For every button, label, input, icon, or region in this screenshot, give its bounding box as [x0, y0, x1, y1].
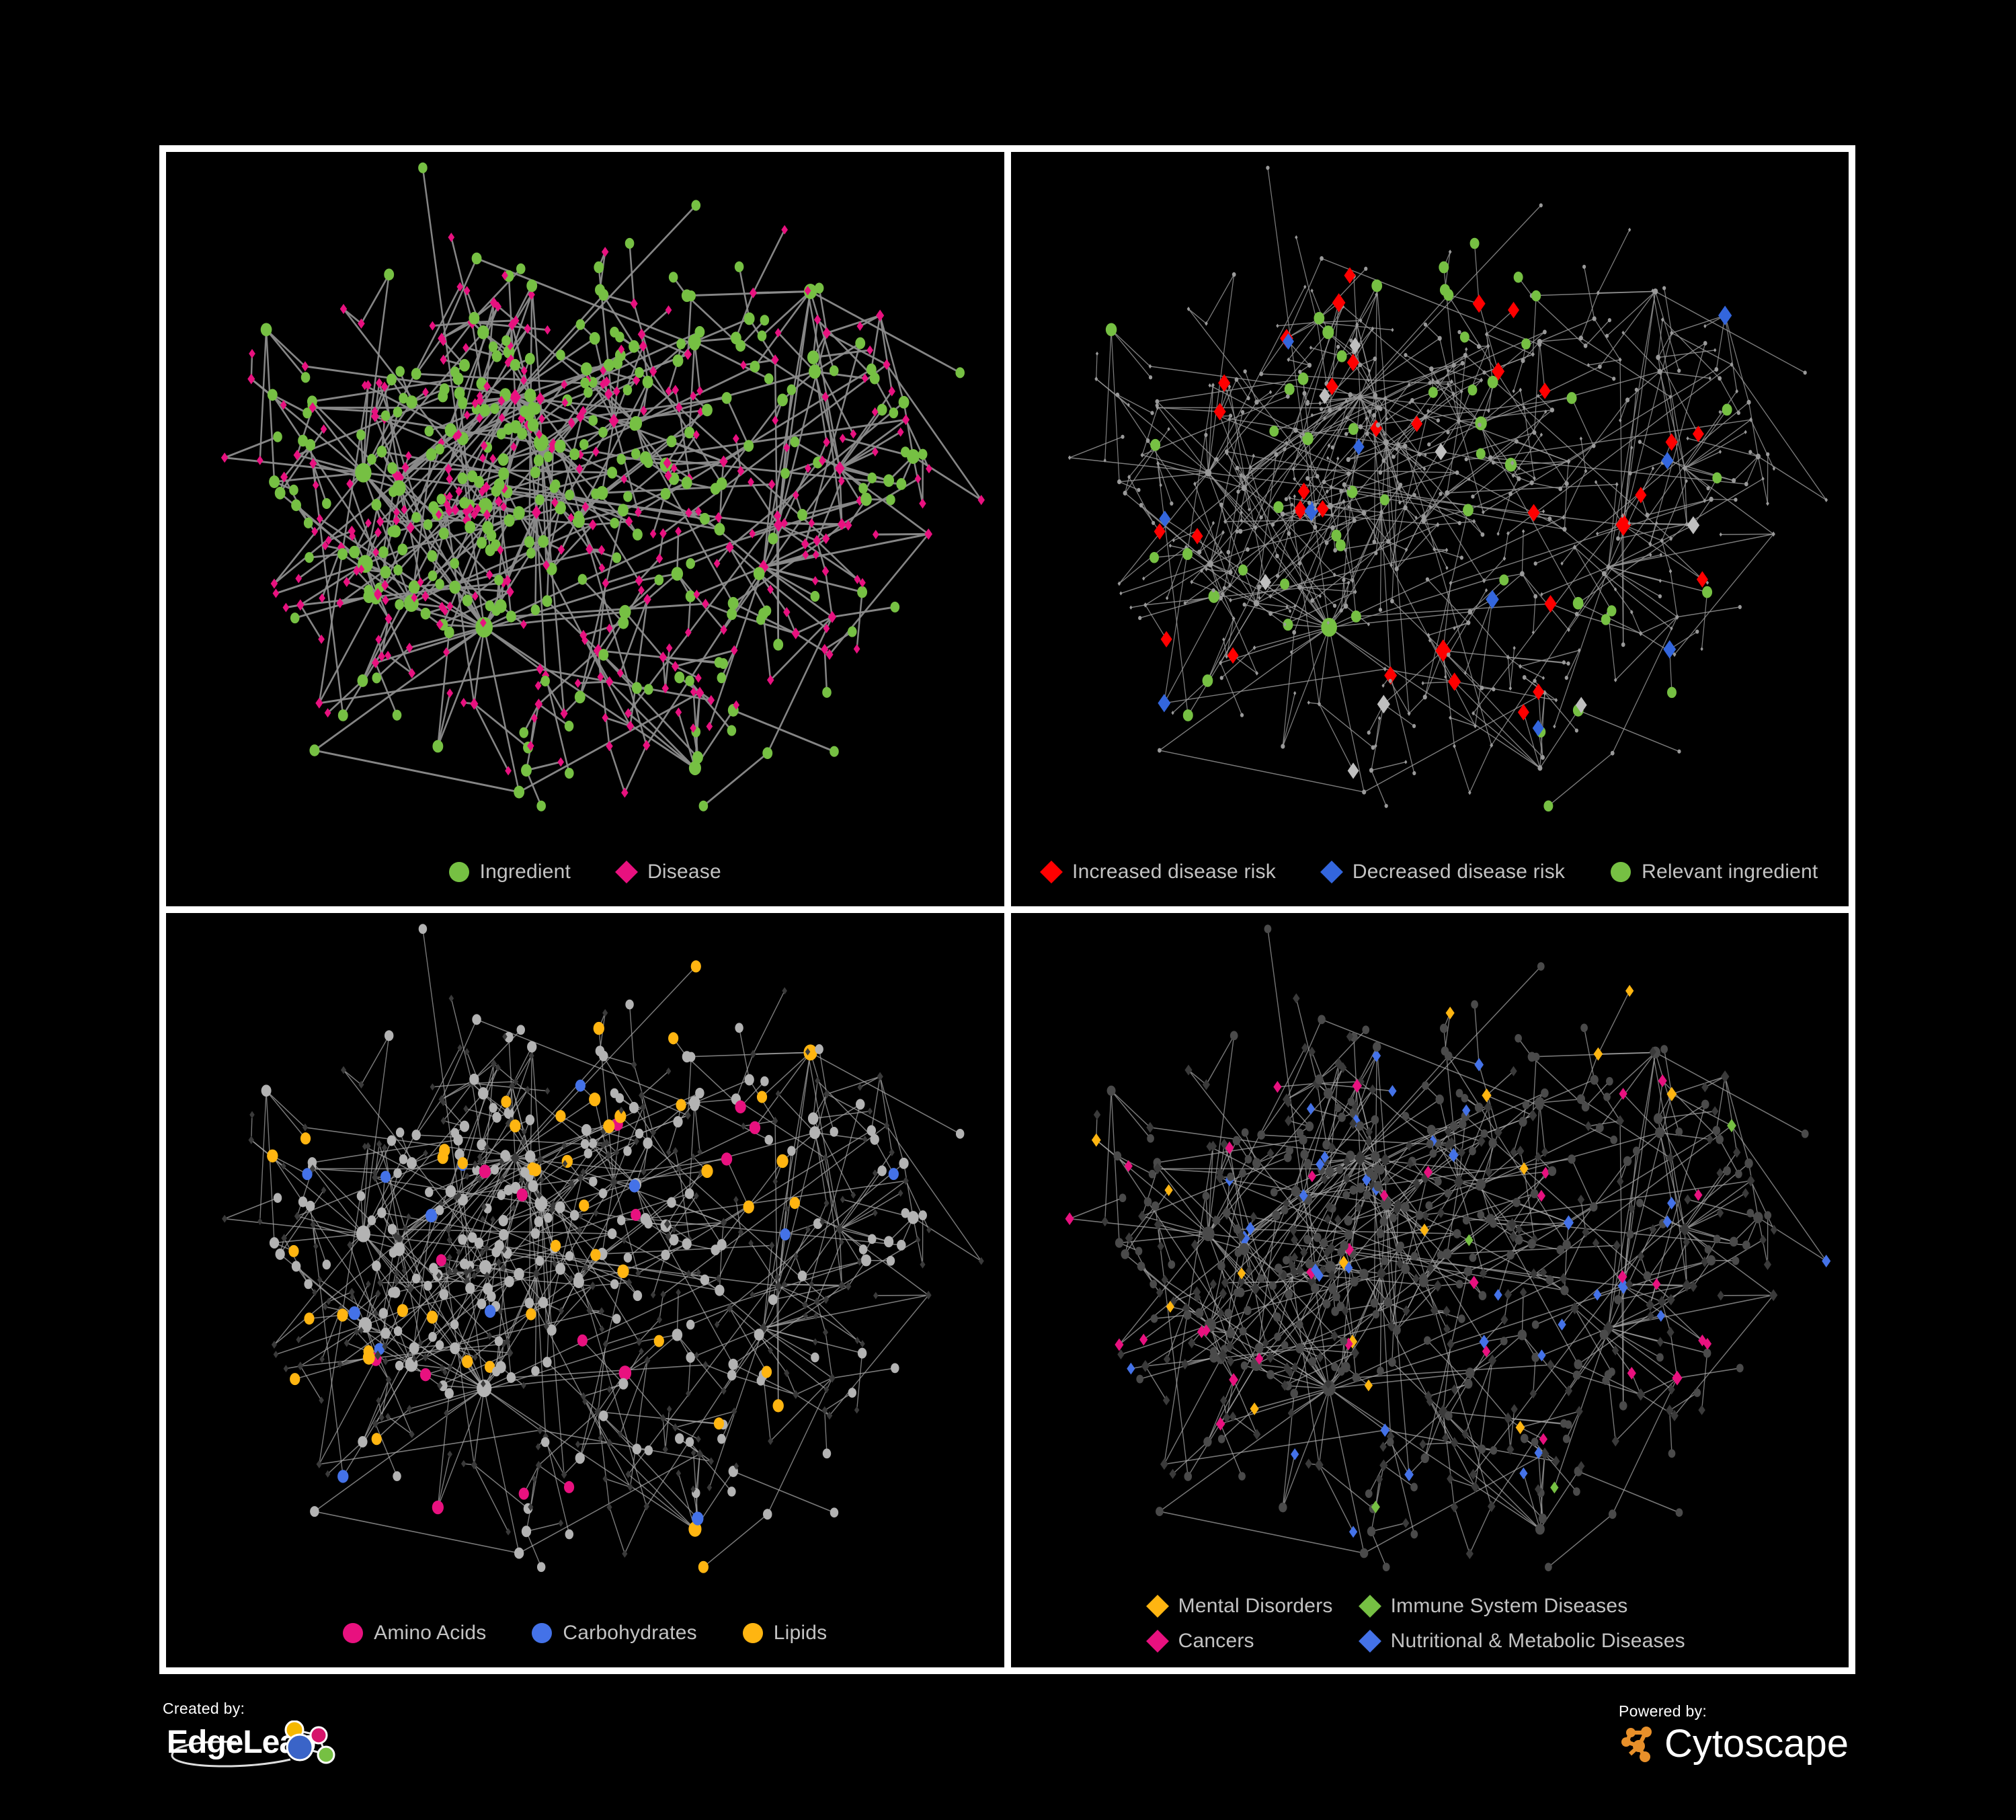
cytoscape-wordmark: Cytoscape	[1664, 1722, 1849, 1766]
edgeleap-branding: Created by: EdgeLeap EdgeLeap	[163, 1700, 385, 1769]
created-by-kicker: Created by:	[163, 1700, 245, 1717]
powered-by-kicker: Powered by:	[1618, 1702, 1707, 1720]
network-canvas-4[interactable]	[1011, 913, 1849, 1667]
network-canvas-2[interactable]	[1011, 152, 1849, 906]
figure-frame: Ingredient Disease Increased disease risk…	[159, 145, 1855, 1674]
cytoscape-logo-icon	[1621, 1727, 1652, 1762]
edgeleap-logo-icon: EdgeLeap	[167, 1720, 335, 1768]
panel-ingredient-class[interactable]: Amino Acids Carbohydrates Lipids	[166, 913, 1004, 1667]
cytoscape-branding: Powered by: Cytoscape	[1619, 1702, 1849, 1765]
network-canvas-3[interactable]	[166, 913, 1004, 1667]
panel-disease-category[interactable]: Mental Disorders Immune System Diseases Ca…	[1010, 913, 1849, 1667]
footer: Created by: EdgeLeap EdgeLeap Powered by…	[159, 1681, 1855, 1809]
panel-ingredient-disease[interactable]: Ingredient Disease	[166, 152, 1004, 906]
panel-disease-risk[interactable]: Increased disease risk Decreased disease …	[1010, 152, 1849, 906]
network-canvas-1[interactable]	[166, 152, 1004, 906]
